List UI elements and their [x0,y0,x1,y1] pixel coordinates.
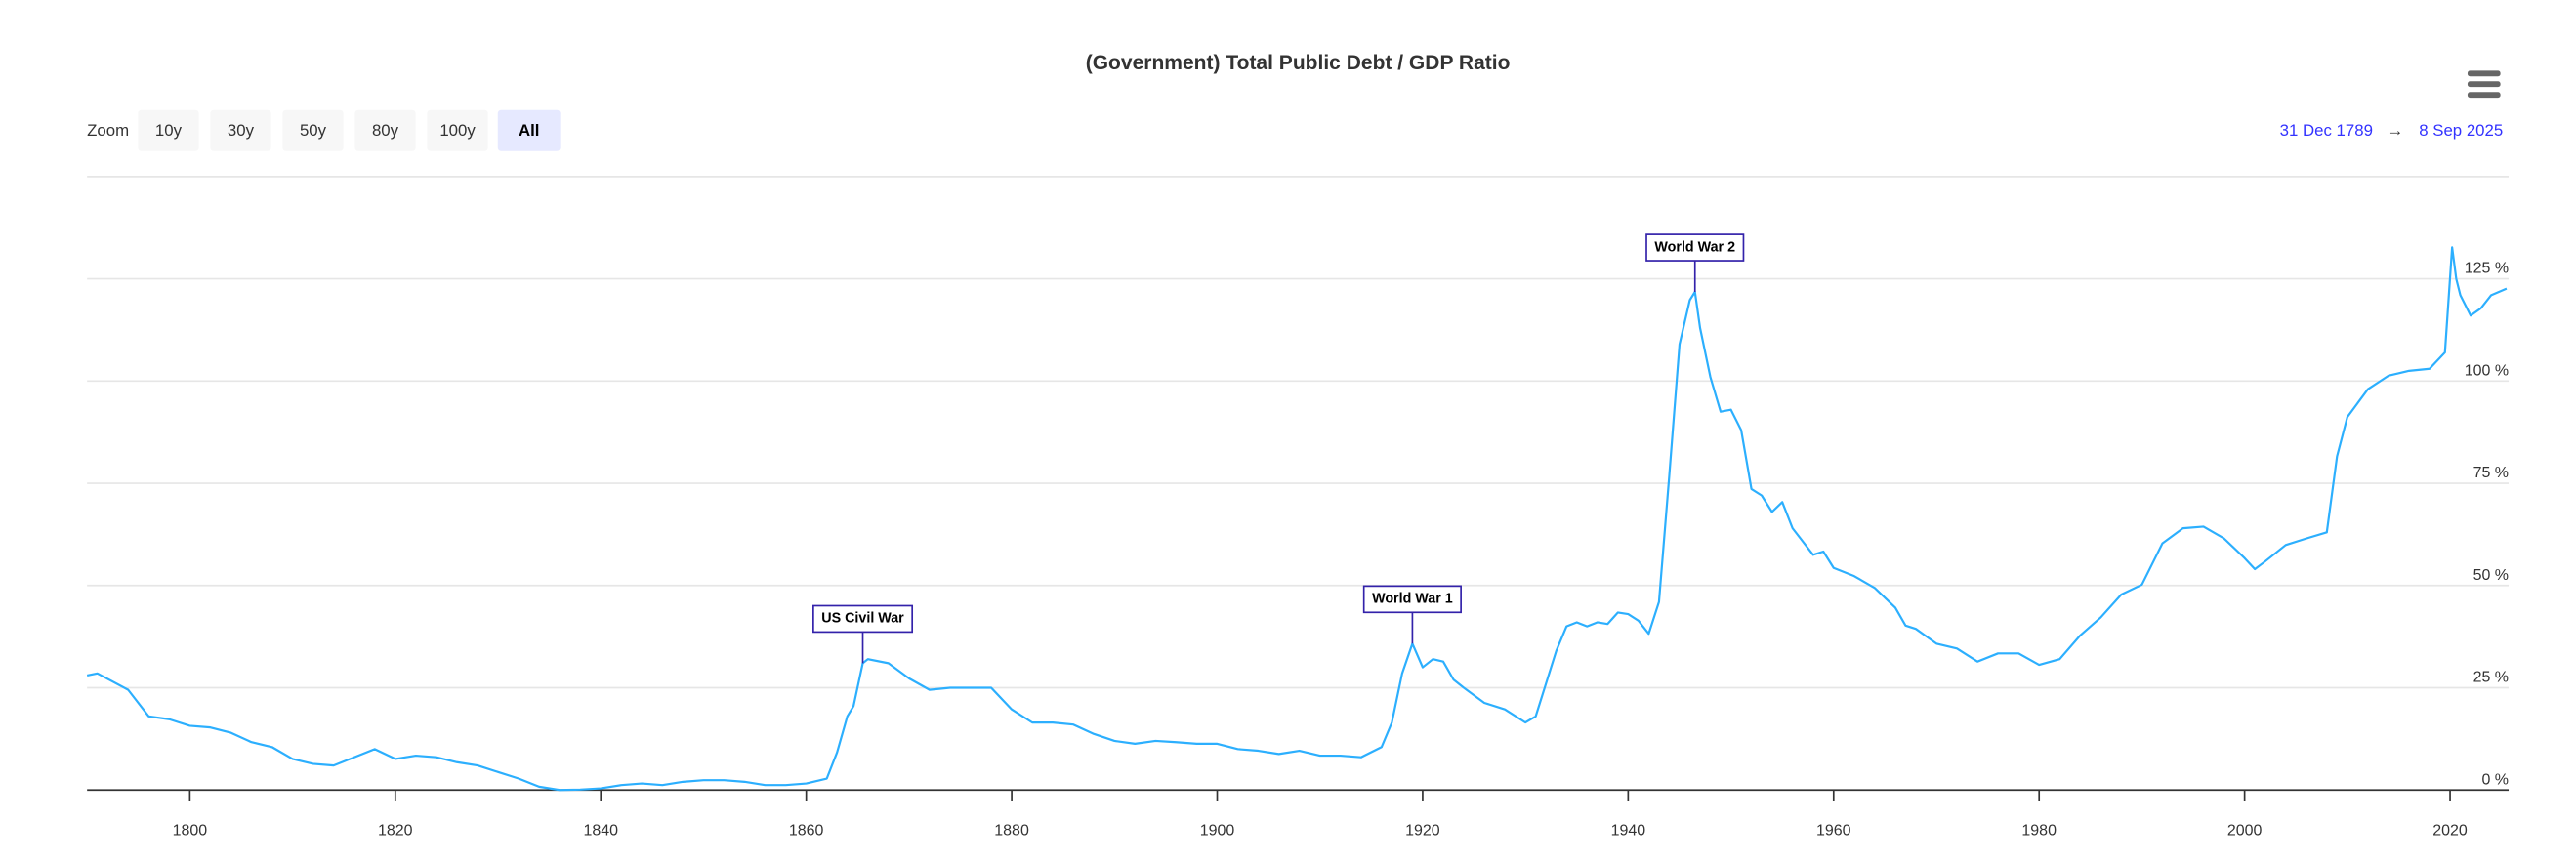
zoom-button[interactable]: 80y [354,109,416,151]
range-to[interactable]: 8 Sep 2025 [2419,121,2503,140]
annotation-label: World War 1 [1372,592,1453,607]
zoom-button-label: 10y [155,121,183,140]
x-tick-label: 1880 [994,823,1029,840]
zoom-button[interactable]: All [497,109,561,151]
zoom-label: Zoom [87,121,129,140]
zoom-button-label: 100y [439,121,476,140]
range-arrow: → [2388,121,2404,140]
zoom-button-bg [354,109,416,151]
annotation: World War 2 [1645,233,1745,292]
zoom-button[interactable]: 30y [210,109,271,151]
annotation: World War 1 [1362,585,1462,644]
zoom-button[interactable]: 10y [138,109,199,151]
x-tick-label: 1840 [583,823,618,840]
zoom-button[interactable]: 50y [282,109,344,151]
annotation-label: US Civil War [821,611,904,627]
x-tick-label: 2000 [2227,823,2263,840]
zoom-button-label: All [519,121,539,140]
x-tick-label: 1900 [1200,823,1235,840]
zoom-button-label: 50y [300,121,327,140]
y-tick-label: 125 % [2465,261,2509,277]
menu-bar [2467,92,2501,99]
annotation-box [1645,233,1745,262]
y-tick-label: 0 % [2481,771,2509,788]
menu-bar [2467,70,2501,77]
y-tick-label: 25 % [2473,670,2509,686]
annotation-box [812,604,914,634]
y-tick-label: 75 % [2473,465,2509,481]
menu-bar [2467,81,2501,88]
data-line [86,246,2508,792]
zoom-button-bg [138,109,199,151]
x-tick-label: 1800 [173,823,208,840]
zoom-button-label: 80y [372,121,399,140]
annotation-label: World War 2 [1654,239,1735,255]
zoom-button-bg [427,109,488,151]
x-tick-label: 1940 [1611,823,1646,840]
zoom-button-bg [282,109,344,151]
zoom-button[interactable]: 100y [427,109,488,151]
x-tick-label: 1820 [378,823,413,840]
x-tick-label: 1960 [1816,823,1851,840]
zoom-button-bg [210,109,271,151]
x-tick-label: 2020 [2432,823,2468,840]
y-tick-label: 100 % [2465,362,2509,379]
annotation-box [1362,585,1462,614]
x-tick-label: 1920 [1405,823,1440,840]
annotation: US Civil War [812,604,914,664]
zoom-button-bg [497,109,561,151]
y-tick-label: 50 % [2473,567,2509,584]
x-tick-label: 1980 [2021,823,2057,840]
chart-title: (Government) Total Public Debt / GDP Rat… [1086,52,1511,74]
menu-icon[interactable] [2467,70,2501,99]
range-from[interactable]: 31 Dec 1789 [2280,121,2373,140]
zoom-button-label: 30y [228,121,255,140]
x-tick-label: 1860 [789,823,824,840]
